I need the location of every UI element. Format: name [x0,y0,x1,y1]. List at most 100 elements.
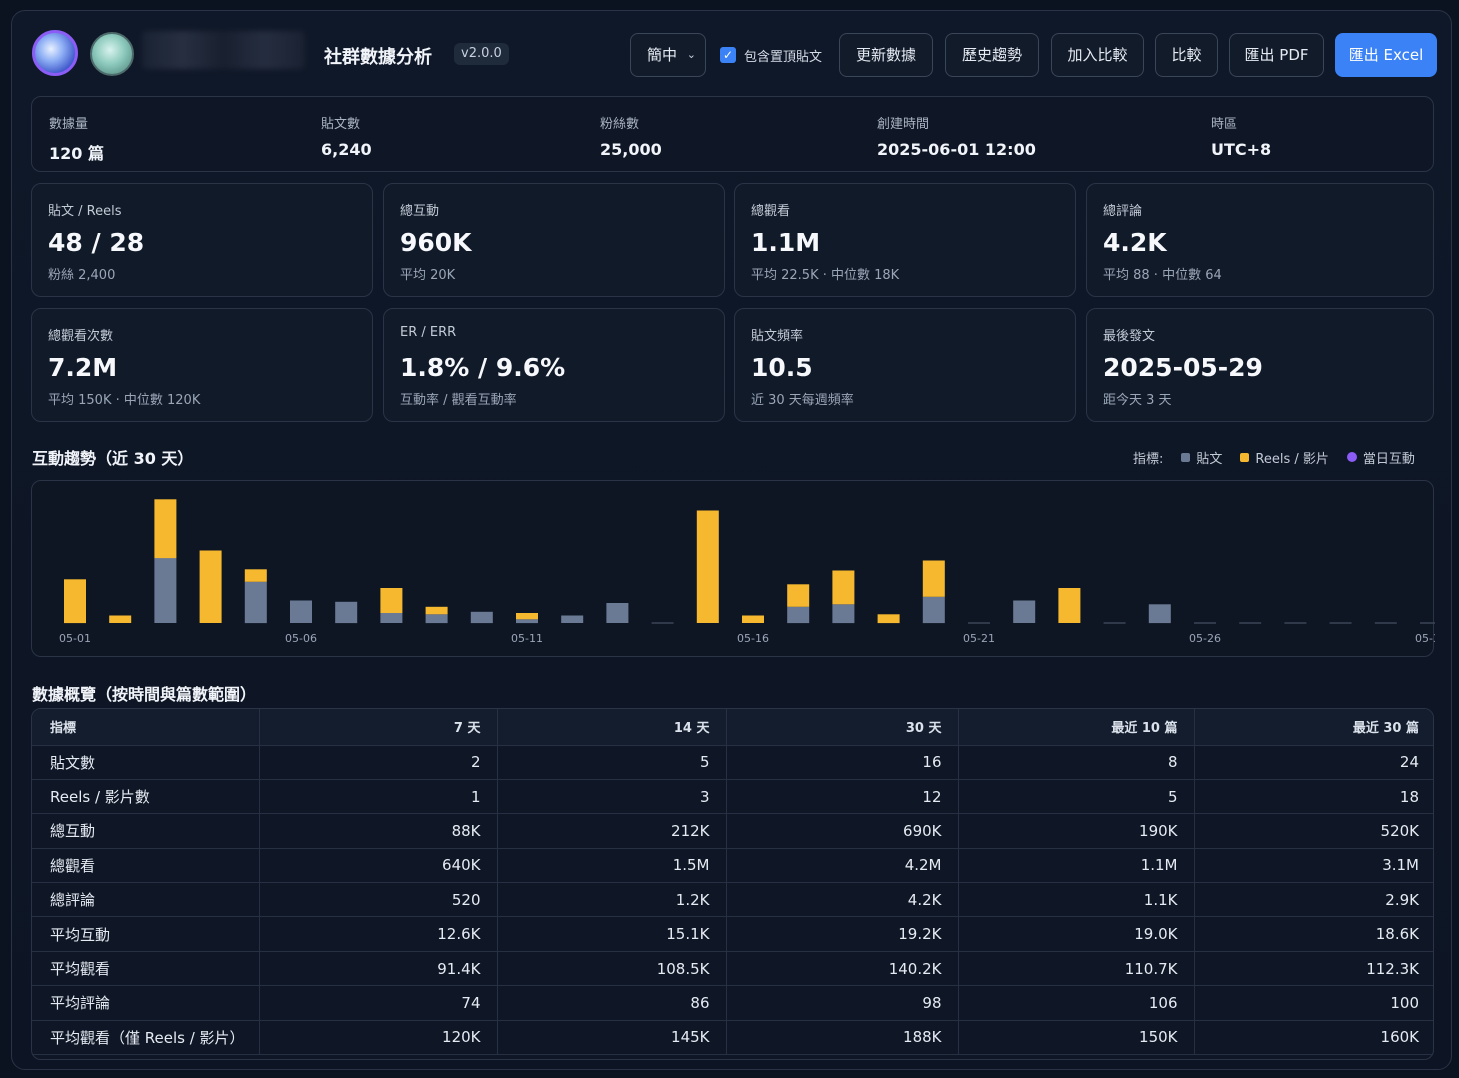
table-cell: 520K [1194,813,1433,849]
table-cell: 74 [259,985,498,1021]
bar-posts-05-06[interactable] [290,600,312,624]
table-cell: 8 [958,745,1195,780]
info-value: 2025-06-01 12:00 [877,140,1036,159]
table-cell: 總評論 [32,882,260,918]
bar-reels-05-09[interactable] [425,606,448,615]
secondary-account-avatar[interactable] [90,32,134,76]
include-pinned-toggle[interactable]: ✓ 包含置頂貼文 [720,45,822,65]
bar-reels-05-20[interactable] [922,560,945,597]
info-value: UTC+8 [1211,140,1272,159]
table-cell: 86 [497,985,727,1021]
stat-card-total-views: 總觀看 1.1M 平均 22.5K · 中位數 18K [734,183,1076,297]
table-cell: 188K [726,1020,959,1056]
bar-reels-05-03[interactable] [154,499,177,559]
app-title: 社群數據分析 [324,47,432,68]
stat-value: 1.8% / 9.6% [400,353,566,382]
overview-table: 指標 7 天 14 天 30 天 最近 10 篇 最近 30 篇 貼文數 2 5… [32,709,1433,1056]
primary-account-avatar[interactable] [32,30,78,76]
bar-reels-05-04[interactable] [199,550,222,624]
table-cell: 1 [259,779,498,815]
trend-chart-svg: 05-01 05-06 05-11 05-16 05-21 05-26 05-31 [59,499,1435,645]
bar-reels-05-11[interactable] [516,613,538,620]
language-select-value: 簡中 [647,46,678,64]
table-cell: 貼文數 [32,745,260,780]
bar-posts-05-11[interactable] [516,619,538,624]
chart-legend: 指標: 貼文 Reels / 影片 當日互動 [1133,447,1415,467]
export-pdf-button[interactable]: 匯出 PDF [1229,33,1324,77]
table-cell: 108.5K [497,951,727,987]
bar-reels-05-17[interactable] [787,584,810,607]
column-header[interactable]: 最近 10 篇 [958,709,1195,746]
x-tick-label: 05-31 [1415,632,1435,645]
stat-card-posts-reels: 貼文 / Reels 48 / 28 粉絲 2,400 [31,183,373,297]
info-value: 120 篇 [49,144,104,163]
stat-value: 48 / 28 [48,228,145,257]
stat-label: 貼文頻率 [751,329,804,344]
info-label: 創建時間 [877,117,930,132]
bar-reels-05-05[interactable] [244,569,267,582]
bar-posts-05-07[interactable] [335,601,358,624]
bar-posts-05-03[interactable] [154,558,177,623]
stat-value: 2025-05-29 [1103,353,1263,382]
bar-posts-05-09[interactable] [425,614,448,624]
table-row: 平均評論 74 86 98 106 100 [32,985,1433,1021]
x-tick-label: 05-01 [59,632,91,645]
bar-reels-05-02[interactable] [109,615,132,624]
stat-label: 最後發文 [1103,329,1156,344]
info-posts: 貼文數 6,240 [321,113,372,159]
column-header[interactable]: 指標 [32,709,260,746]
chevron-down-icon: ⌄ [686,48,696,61]
compare-button[interactable]: 比較 [1155,33,1218,77]
bar-posts-05-20[interactable] [922,596,945,624]
table-cell: 3.1M [1194,848,1433,884]
bar-posts-05-12[interactable] [561,615,584,624]
bar-posts-05-18[interactable] [832,604,855,624]
table-row: 總觀看 640K 1.5M 4.2M 1.1M 3.1M [32,848,1433,884]
refresh-data-button[interactable]: 更新數據 [839,33,933,77]
bar-reels-05-18[interactable] [832,570,855,605]
bar-posts-05-05[interactable] [244,581,267,624]
column-header[interactable]: 30 天 [726,709,959,746]
stat-label: 總評論 [1103,204,1143,219]
trend-chart: 05-01 05-06 05-11 05-16 05-21 05-26 05-31 [31,480,1435,657]
bar-reels-05-08[interactable] [380,588,403,613]
column-header[interactable]: 7 天 [259,709,498,746]
stat-value: 4.2K [1103,228,1167,257]
bar-reels-05-01[interactable] [64,579,86,624]
bar-posts-05-10[interactable] [470,611,493,624]
history-trend-button[interactable]: 歷史趨勢 [945,33,1039,77]
bar-posts-05-22[interactable] [1013,600,1036,624]
info-followers: 粉絲數 25,000 [600,113,662,159]
bar-posts-05-17[interactable] [787,606,810,624]
table-cell: 640K [259,848,498,884]
table-cell: 91.4K [259,951,498,987]
table-cell: 110.7K [958,951,1195,987]
bar-posts-05-13[interactable] [606,603,629,623]
stat-label: 總觀看次數 [48,329,114,344]
stat-sub: 距今天 3 天 [1103,393,1172,408]
language-select[interactable]: 簡中 ⌄ [630,33,706,77]
stat-sub: 平均 150K · 中位數 120K [48,393,201,408]
stat-card-total-comments: 總評論 4.2K 平均 88 · 中位數 64 [1086,183,1434,297]
export-excel-button[interactable]: 匯出 Excel [1335,33,1437,77]
bar-posts-05-08[interactable] [380,613,403,623]
table-cell: 總觀看 [32,848,260,884]
bar-reels-05-23[interactable] [1058,588,1081,623]
stat-sub: 平均 88 · 中位數 64 [1103,268,1222,283]
column-header[interactable]: 最近 30 篇 [1194,709,1433,746]
legend-daily: 當日互動 [1362,451,1415,467]
table-cell: 112.3K [1194,951,1433,987]
stat-sub: 平均 22.5K · 中位數 18K [751,268,900,283]
table-cell: 19.2K [726,916,959,952]
include-pinned-checkbox[interactable]: ✓ [720,47,736,63]
bar-posts-05-25[interactable] [1148,604,1171,624]
column-header[interactable]: 14 天 [497,709,727,746]
add-compare-button[interactable]: 加入比較 [1051,33,1144,77]
bar-reels-05-19[interactable] [877,614,900,624]
bar-reels-05-15[interactable] [696,510,719,624]
app-frame: 社群數據分析 v2.0.0 簡中 ⌄ ✓ 包含置頂貼文 更新數據 歷史趨勢 加入… [11,10,1452,1070]
table-cell: 520 [259,882,498,918]
bar-reels-05-16[interactable] [742,615,764,624]
stat-label: 貼文 / Reels [48,204,122,219]
table-row: 平均觀看 91.4K 108.5K 140.2K 110.7K 112.3K [32,951,1433,987]
